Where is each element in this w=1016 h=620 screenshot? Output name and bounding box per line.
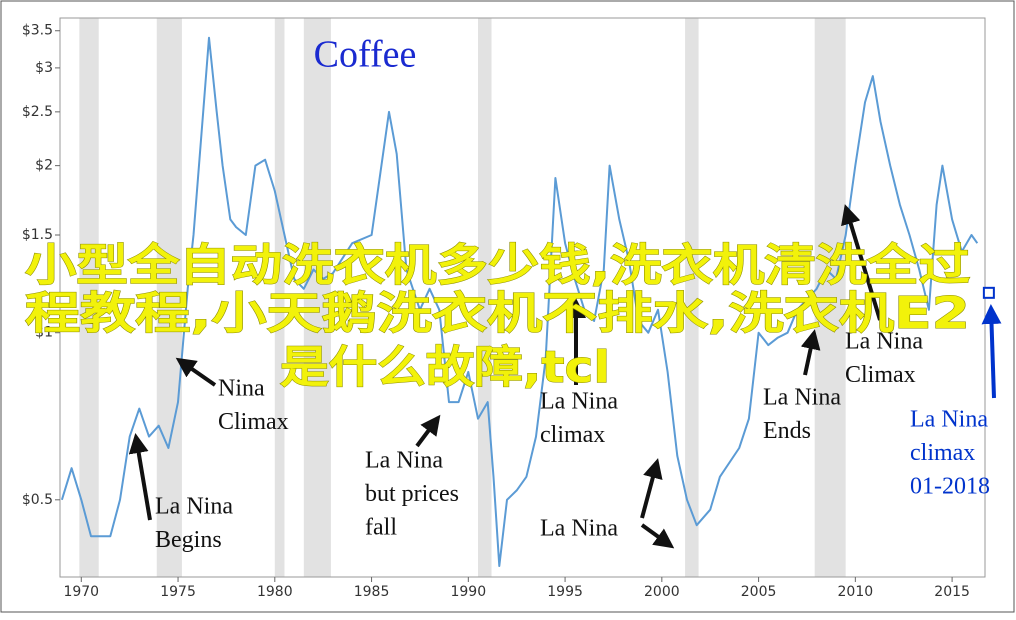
y-tick-label: $2.5 — [22, 104, 53, 120]
annotation: La Nina — [540, 516, 618, 542]
x-tick-label: 2010 — [838, 584, 874, 600]
shading — [79, 18, 846, 577]
arrow — [841, 204, 882, 321]
x-tick-label: 2005 — [741, 584, 777, 600]
x-tick-label: 1995 — [547, 584, 583, 600]
annotation: La Nina — [910, 407, 988, 433]
y-tick-label: $1 — [35, 325, 53, 341]
annotation: climax — [910, 440, 975, 466]
recession-band — [156, 18, 182, 577]
recession-band — [814, 18, 846, 577]
recession-band — [685, 18, 699, 577]
arrow — [640, 523, 675, 549]
overlay: 小型全自动洗衣机多少钱,洗衣机清洗全过程教程,小天鹅洗衣机不排水,洗衣机E2是什… — [25, 240, 971, 394]
annotation: Begins — [155, 527, 222, 553]
overlay-text: 是什么故障,tcl — [280, 342, 610, 393]
annotation: Nina — [218, 376, 265, 402]
x-tick-label: 1990 — [450, 584, 486, 600]
y-tick-label: $0.5 — [22, 492, 53, 508]
x-tick-label: 1985 — [354, 584, 390, 600]
annotation: but prices — [365, 481, 459, 507]
annotation: La Nina — [540, 389, 618, 415]
overlay-text: 程教程,小天鹅洗衣机不排水,洗衣机E2 — [25, 288, 970, 339]
y-tick-label: $3.5 — [22, 23, 53, 39]
arrows — [128, 204, 1002, 549]
recession-band — [303, 18, 331, 577]
y-tick-label: $3 — [35, 60, 53, 76]
annotation: Climax — [845, 362, 916, 388]
recession-band — [79, 18, 99, 577]
plot: $0.5 $1 $1.5 $2 $2.5 $3 $3.5 1970 1975 1980 1985 19… — [22, 23, 995, 600]
annotation: Ends — [763, 418, 811, 444]
chart-title: Coffee — [314, 34, 417, 76]
arrow — [415, 414, 441, 448]
y-tick-label: $1.5 — [22, 227, 53, 243]
recession-band — [477, 18, 492, 577]
x-tick-label: 2015 — [934, 584, 970, 600]
overlay-text: 小型全自动洗衣机多少钱,洗衣机清洗全过 — [25, 240, 970, 291]
price-line — [60, 36, 979, 567]
x-tick-label: 1980 — [257, 584, 293, 600]
x-tick-label: 2000 — [644, 584, 680, 600]
annotation: climax — [540, 422, 605, 448]
annotation: La Nina — [845, 329, 923, 355]
x-tick-label: 1975 — [160, 584, 196, 600]
y-tick-label: $2 — [35, 158, 53, 174]
annotation: fall — [365, 515, 397, 541]
latest-marker — [982, 286, 995, 299]
arrow — [128, 433, 152, 521]
recession-band — [274, 18, 285, 577]
arrow — [640, 458, 663, 519]
annotation: La Nina — [365, 448, 443, 474]
annotation: La Nina — [763, 385, 841, 411]
arrow — [800, 329, 821, 376]
annotation: Climax — [218, 409, 289, 435]
annotation: La Nina — [155, 494, 233, 520]
annotation: 01-2018 — [910, 474, 990, 500]
x-tick-label: 1970 — [63, 584, 99, 600]
arrow — [175, 357, 217, 387]
arrow — [981, 304, 1002, 399]
